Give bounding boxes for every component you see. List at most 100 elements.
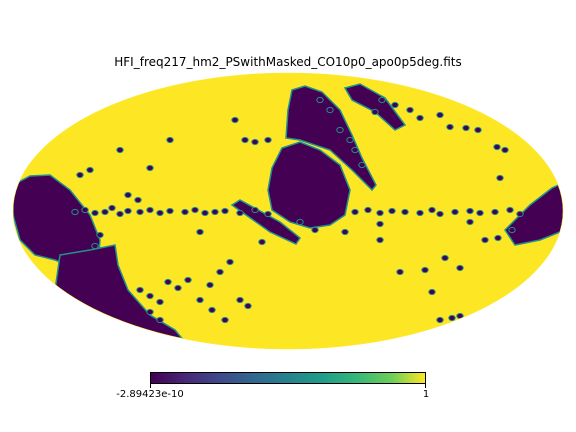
point-source-hole	[326, 106, 334, 114]
point-source-hole	[494, 234, 502, 242]
point-source-hole	[116, 146, 124, 154]
point-source-hole	[436, 316, 444, 324]
point-source-hole	[71, 208, 79, 216]
mask-region-center	[267, 141, 351, 229]
point-source-hole	[493, 143, 501, 151]
point-source-hole	[451, 208, 459, 216]
mask-region-upper-right	[343, 83, 407, 131]
point-source-hole	[76, 171, 84, 179]
point-source-hole	[134, 196, 142, 204]
point-source-hole	[236, 296, 244, 304]
point-source-hole	[258, 238, 266, 246]
point-source-hole	[206, 281, 214, 289]
point-source-hole	[378, 96, 386, 104]
point-source-hole	[241, 136, 249, 144]
point-source-hole	[244, 302, 252, 310]
point-source-hole	[441, 254, 449, 262]
point-source-hole	[146, 292, 154, 300]
point-source-hole	[86, 166, 94, 174]
point-source-hole	[506, 206, 514, 214]
point-source-hole	[516, 210, 524, 218]
point-source-hole	[396, 268, 404, 276]
point-source-hole	[311, 226, 319, 234]
point-source-hole	[216, 268, 224, 276]
point-source-hole	[376, 220, 384, 228]
point-source-hole	[436, 111, 444, 119]
point-source-hole	[136, 286, 144, 294]
point-source-hole	[156, 298, 164, 306]
point-source-hole	[376, 209, 384, 217]
point-source-hole	[251, 206, 259, 214]
point-source-hole	[466, 218, 474, 226]
point-source-hole	[221, 316, 229, 324]
map-outline	[12, 72, 564, 350]
point-source-hole	[496, 174, 504, 182]
point-source-hole	[236, 209, 244, 217]
mask-region-north	[285, 85, 377, 192]
point-source-hole	[196, 296, 204, 304]
point-source-hole	[164, 278, 172, 286]
mask-region-streak	[230, 199, 302, 245]
plot-title: HFI_freq217_hm2_PSwithMasked_CO10p0_apo0…	[114, 55, 462, 69]
point-source-hole	[476, 209, 484, 217]
point-source-hole	[351, 208, 359, 216]
point-source-hole	[501, 146, 509, 154]
point-source-hole	[421, 266, 429, 274]
point-source-hole	[481, 236, 489, 244]
point-source-hole	[346, 136, 354, 144]
point-source-hole	[388, 207, 396, 215]
point-source-hole	[474, 126, 482, 134]
point-source-hole	[116, 210, 124, 218]
point-source-hole	[81, 206, 89, 214]
point-source-hole	[91, 209, 99, 217]
point-source-hole	[341, 228, 349, 236]
point-source-hole	[351, 146, 359, 154]
point-source-hole	[196, 228, 204, 236]
point-source-hole	[456, 264, 464, 272]
point-source-hole	[108, 204, 116, 212]
point-source-hole	[156, 316, 164, 324]
point-source-hole	[391, 101, 399, 109]
point-source-hole	[166, 207, 174, 215]
point-source-hole	[96, 231, 104, 239]
point-source-hole	[101, 208, 109, 216]
mask-region-right	[504, 180, 563, 246]
point-source-hole	[508, 226, 516, 234]
colorbar-min-label: -2.89423e-10	[116, 389, 184, 400]
point-source-hole	[124, 191, 132, 199]
point-source-hole	[146, 308, 154, 316]
point-source-hole	[336, 126, 344, 134]
point-source-hole	[371, 108, 379, 116]
point-source-hole	[166, 136, 174, 144]
point-source-hole	[231, 116, 239, 124]
point-source-hole	[174, 284, 182, 292]
point-source-hole	[296, 218, 304, 226]
point-source-hole	[316, 96, 324, 104]
point-source-hole	[401, 208, 409, 216]
point-source-hole	[428, 288, 436, 296]
point-source-hole	[211, 208, 219, 216]
colorbar	[150, 372, 426, 384]
point-source-hole	[264, 136, 272, 144]
point-source-hole	[264, 210, 272, 218]
point-source-hole	[428, 206, 436, 214]
point-source-hole	[491, 208, 499, 216]
point-source-hole	[146, 206, 154, 214]
point-source-hole	[436, 210, 444, 218]
point-source-hole	[111, 96, 119, 104]
point-source-hole	[364, 206, 372, 214]
point-source-hole	[462, 124, 470, 132]
point-source-hole	[448, 314, 456, 322]
point-source-hole	[191, 206, 199, 214]
point-source-hole	[184, 276, 192, 284]
colorbar-max-label: 1	[422, 389, 430, 400]
colorbar-max-tick	[425, 384, 426, 388]
point-source-hole	[358, 161, 366, 169]
point-source-hole	[156, 209, 164, 217]
point-source-hole	[221, 207, 229, 215]
point-source-hole	[91, 242, 99, 250]
point-source-hole	[446, 123, 454, 131]
point-source-hole	[136, 208, 144, 216]
point-source-hole	[416, 209, 424, 217]
point-source-hole	[466, 207, 474, 215]
